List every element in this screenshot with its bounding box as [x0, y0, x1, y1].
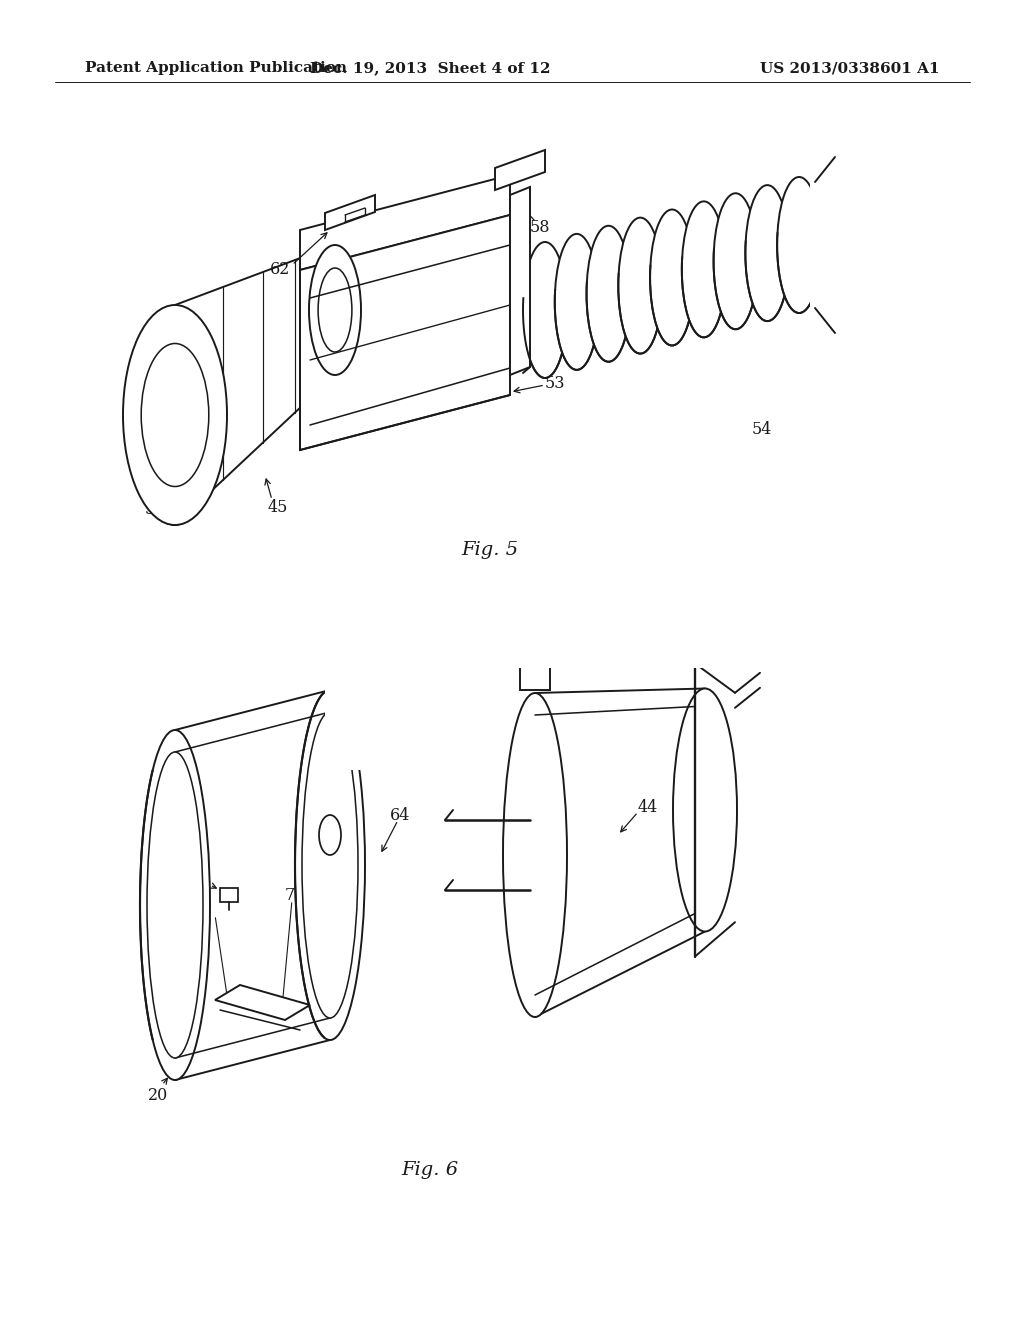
- Ellipse shape: [587, 226, 631, 362]
- Ellipse shape: [682, 202, 726, 338]
- Bar: [515, 612, 795, 668]
- Text: 20: 20: [147, 1086, 168, 1104]
- Ellipse shape: [714, 193, 758, 329]
- Ellipse shape: [555, 234, 599, 370]
- Text: US 2013/0338601 A1: US 2013/0338601 A1: [761, 61, 940, 75]
- Text: 62: 62: [269, 261, 290, 279]
- Bar: [220, 888, 238, 902]
- Text: 52: 52: [144, 502, 165, 519]
- Polygon shape: [300, 215, 510, 450]
- Polygon shape: [325, 685, 375, 770]
- Polygon shape: [510, 187, 530, 375]
- Text: 54: 54: [752, 421, 772, 438]
- Text: Fig. 5: Fig. 5: [462, 541, 518, 558]
- Polygon shape: [325, 195, 375, 230]
- Text: 74: 74: [186, 874, 207, 891]
- Ellipse shape: [147, 752, 203, 1059]
- Ellipse shape: [302, 711, 358, 1018]
- Text: 70: 70: [285, 887, 305, 903]
- Text: 64: 64: [390, 807, 411, 824]
- Polygon shape: [300, 176, 510, 271]
- Ellipse shape: [309, 246, 361, 375]
- Ellipse shape: [140, 730, 210, 1080]
- Text: 65: 65: [540, 346, 560, 363]
- Bar: [810, 180, 1024, 360]
- Ellipse shape: [319, 814, 341, 855]
- Ellipse shape: [523, 242, 567, 378]
- Text: 56: 56: [535, 319, 555, 337]
- Ellipse shape: [673, 689, 737, 932]
- Text: 45: 45: [268, 499, 288, 516]
- Text: 53: 53: [545, 375, 565, 392]
- Text: Dec. 19, 2013  Sheet 4 of 12: Dec. 19, 2013 Sheet 4 of 12: [309, 61, 550, 75]
- Ellipse shape: [777, 177, 821, 313]
- Bar: [520, 655, 550, 690]
- Polygon shape: [215, 985, 310, 1020]
- Text: Patent Application Publication: Patent Application Publication: [85, 61, 347, 75]
- Ellipse shape: [650, 210, 694, 346]
- Text: 58: 58: [529, 219, 550, 236]
- Polygon shape: [495, 150, 545, 190]
- Ellipse shape: [618, 218, 663, 354]
- Text: 72: 72: [186, 903, 207, 920]
- Ellipse shape: [295, 690, 365, 1040]
- Text: 44: 44: [638, 800, 658, 817]
- Ellipse shape: [123, 305, 227, 525]
- Ellipse shape: [745, 185, 790, 321]
- Text: Fig. 6: Fig. 6: [401, 1162, 459, 1179]
- Ellipse shape: [503, 693, 567, 1016]
